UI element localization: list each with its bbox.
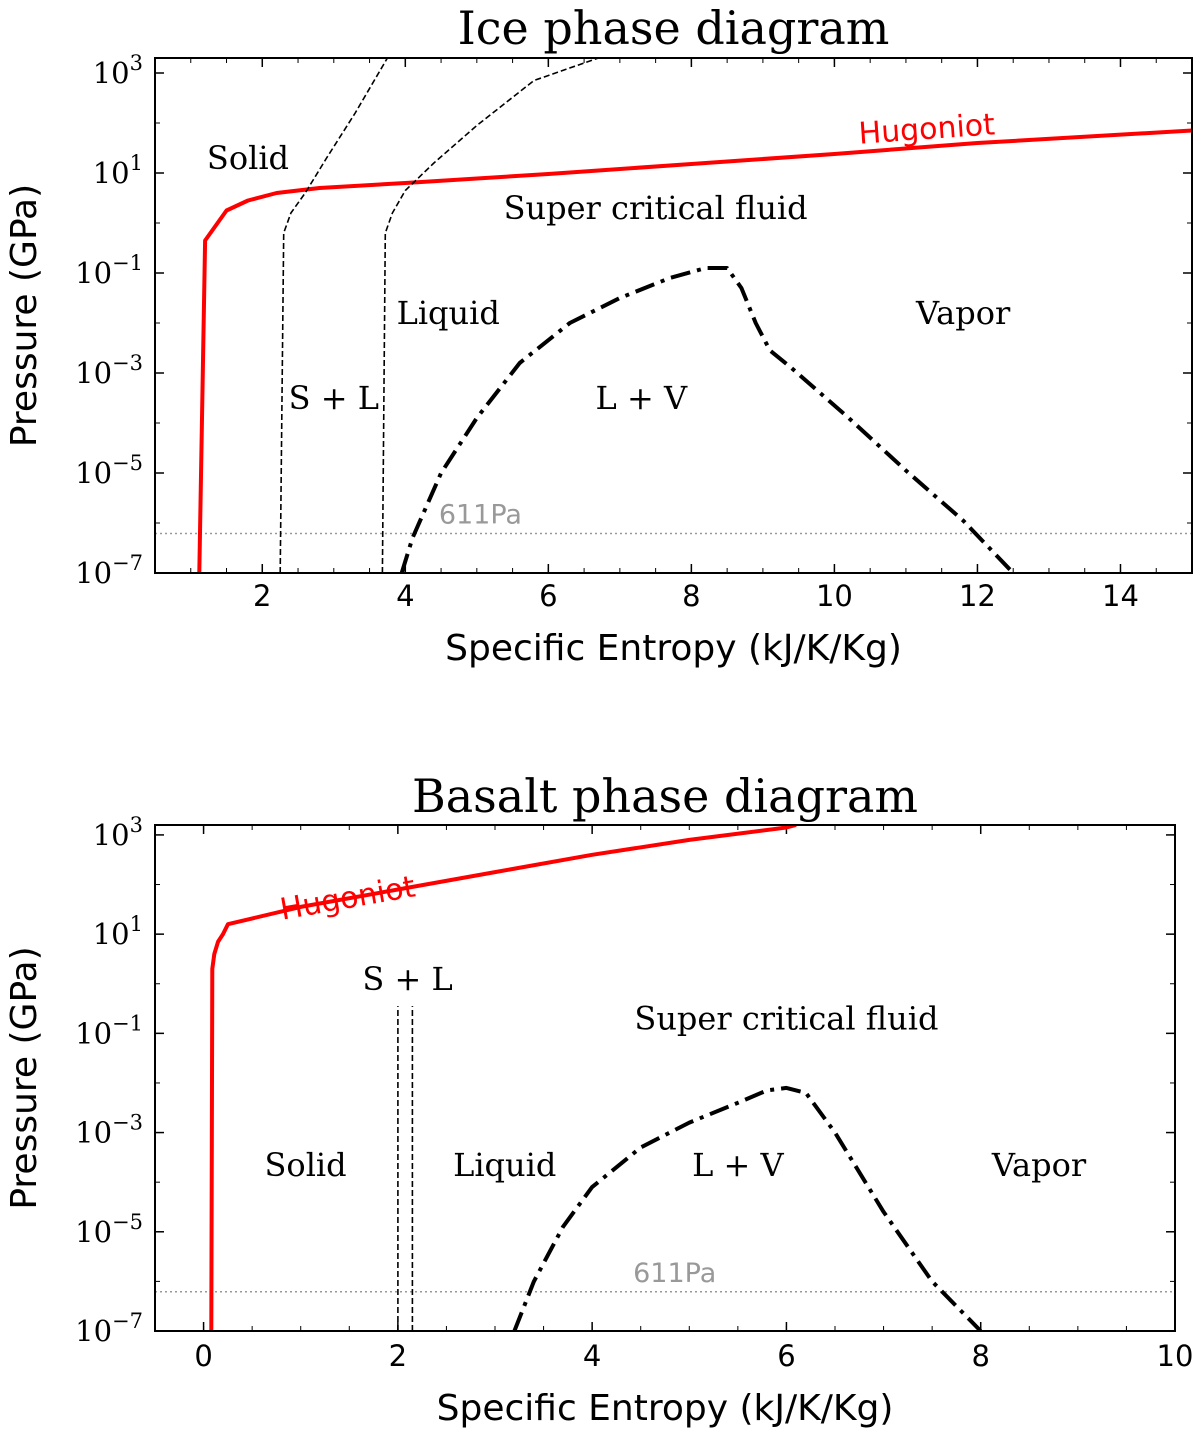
ice-vapor-dome-line bbox=[399, 266, 1015, 573]
ice-x-tick-label: 8 bbox=[682, 579, 700, 613]
ice-x-tick-label: 10 bbox=[816, 579, 853, 613]
ice-liquidus-line bbox=[381, 58, 599, 573]
basalt-region-label: Liquid bbox=[453, 1146, 556, 1184]
basalt-region-label: L + V bbox=[692, 1146, 784, 1184]
basalt-y-tick-label: 10−7 bbox=[75, 1309, 143, 1348]
basalt-x-tick-label: 6 bbox=[777, 1339, 795, 1373]
ice-y-axis-label: Pressure (GPa) bbox=[4, 184, 45, 447]
ice-y-tick-label: 10−5 bbox=[75, 451, 143, 490]
basalt-y-axis-label: Pressure (GPa) bbox=[4, 946, 45, 1209]
ice-plot-frame bbox=[154, 57, 1193, 574]
ice-x-tick-label: 2 bbox=[253, 579, 271, 613]
basalt-x-tick-label: 8 bbox=[971, 1339, 989, 1373]
ice-region-label: Vapor bbox=[915, 294, 1011, 332]
basalt-chart-title: Basalt phase diagram bbox=[412, 769, 918, 823]
ice-solidus-line bbox=[279, 58, 389, 573]
basalt-hugoniot-label: Hugoniot bbox=[277, 869, 418, 927]
basalt-y-tick-label: 10−1 bbox=[75, 1011, 143, 1050]
ice-x-tick-label: 6 bbox=[539, 579, 557, 613]
ice-y-tick-label: 10−3 bbox=[75, 351, 143, 390]
ice-x-tick-label: 4 bbox=[396, 579, 414, 613]
ice-y-tick-label: 103 bbox=[93, 51, 143, 90]
basalt-region-label: Super critical fluid bbox=[634, 999, 938, 1037]
ice-y-tick-label: 10−7 bbox=[75, 551, 143, 590]
ice-reference-label: 611Pa bbox=[439, 500, 522, 531]
basalt-region-label: S + L bbox=[362, 960, 452, 998]
basalt-y-tick-label: 10−3 bbox=[75, 1111, 143, 1150]
basalt-x-axis-label: Specific Entropy (kJ/K/Kg) bbox=[437, 1388, 894, 1429]
ice-x-axis-label: Specific Entropy (kJ/K/Kg) bbox=[445, 628, 902, 669]
basalt-region-label: Vapor bbox=[991, 1146, 1087, 1184]
ice-hugoniot-line bbox=[197, 128, 1192, 573]
ice-region-label: S + L bbox=[289, 379, 379, 417]
basalt-y-tick-label: 103 bbox=[93, 813, 143, 852]
ice-region-label: Solid bbox=[207, 139, 289, 177]
basalt-region-label: Solid bbox=[265, 1146, 347, 1184]
basalt-hugoniot-line bbox=[209, 825, 797, 1331]
basalt-vapor-dome-line bbox=[512, 1085, 983, 1331]
ice-region-label: Liquid bbox=[397, 294, 500, 332]
basalt-x-tick-label: 4 bbox=[583, 1339, 601, 1373]
ice-region-label: L + V bbox=[596, 379, 688, 417]
ice-chart-title: Ice phase diagram bbox=[458, 1, 890, 55]
basalt-x-tick-label: 10 bbox=[1157, 1339, 1194, 1373]
ice-chart: Ice phase diagram 2 4 6 8 10 12 14 10−7 10−5 10−3 1… bbox=[4, 1, 1193, 669]
basalt-x-tick-label: 2 bbox=[389, 1339, 407, 1373]
basalt-plot-frame bbox=[154, 824, 1176, 1332]
basalt-y-tick-label: 10−5 bbox=[75, 1210, 143, 1249]
ice-y-tick-label: 101 bbox=[93, 151, 143, 190]
basalt-reference-label: 611Pa bbox=[633, 1258, 716, 1289]
ice-region-label: Super critical fluid bbox=[504, 189, 808, 227]
ice-x-tick-label: 14 bbox=[1102, 579, 1139, 613]
basalt-chart: Basalt phase diagram 0 2 4 6 8 10 10−7 10−5 10−3 1… bbox=[4, 769, 1193, 1429]
basalt-x-tick-label: 0 bbox=[194, 1339, 212, 1373]
ice-x-tick-label: 12 bbox=[959, 579, 996, 613]
ice-y-tick-label: 10−1 bbox=[75, 251, 143, 290]
basalt-y-tick-label: 101 bbox=[93, 912, 143, 951]
